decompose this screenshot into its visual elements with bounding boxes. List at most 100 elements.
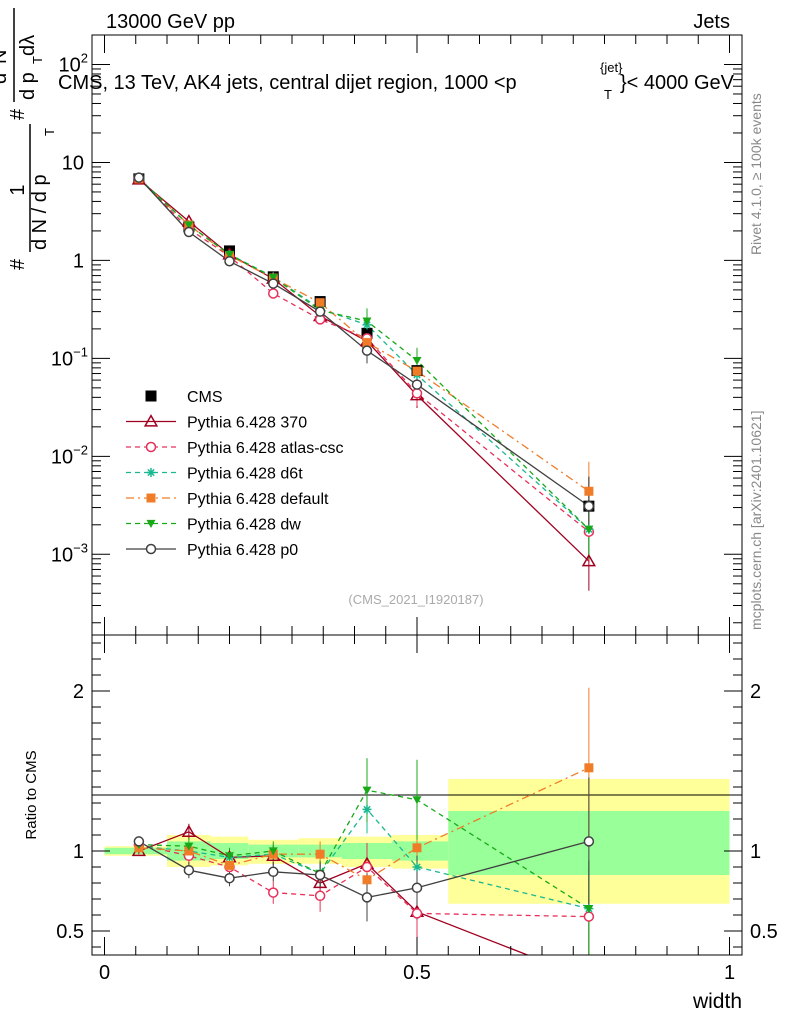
ratio-point-5-5 <box>361 892 373 903</box>
ratio-point-5-0 <box>133 836 145 847</box>
main-point-6-6 <box>411 379 423 390</box>
header-right: Jets <box>693 11 730 33</box>
y-label-hash2: # <box>7 108 29 120</box>
ratio-point-3-1 <box>184 846 194 856</box>
ratio-line-5 <box>138 840 590 899</box>
ratio-point-0-1 <box>181 824 197 837</box>
ytick-exp: −1 <box>73 344 88 359</box>
ratio-point-5-3 <box>268 866 279 878</box>
legend-label-2: Pythia 6.428 atlas-csc <box>187 440 344 457</box>
main-point-6-3 <box>268 278 279 289</box>
y-label-num2: d <box>0 73 11 84</box>
ratio-point-3-7 <box>584 763 594 773</box>
main-point-5-1 <box>184 221 194 230</box>
main-point-2-6 <box>411 388 423 399</box>
y-label-den2-sub: T <box>30 56 45 64</box>
ratio-line-4 <box>138 789 590 910</box>
ratio-point-1-3 <box>268 887 279 898</box>
legend-label-1: Pythia 6.428 370 <box>187 415 307 432</box>
ratio-ytick-label-left: 2 <box>73 681 84 703</box>
ratio-line-0 <box>138 831 530 955</box>
main-point-5-5 <box>362 317 372 326</box>
analysis-watermark: (CMS_2021_I1920187) <box>348 592 483 607</box>
ratio-ytick-label-right: 0.5 <box>750 921 778 943</box>
chart-title: CMS, 13 TeV, AK4 jets, central dijet reg… <box>58 72 517 94</box>
ratio-ytick-label-left: 1 <box>73 841 84 863</box>
main-ytick-label: 10 <box>62 152 84 174</box>
y-label-num1: 1 <box>7 184 29 195</box>
ratio-point-2-5 <box>362 804 372 814</box>
legend-marker-1 <box>143 414 159 427</box>
main-x-ticks <box>104 35 730 635</box>
ratio-point-4-2 <box>225 852 234 861</box>
legend: CMS Pythia 6.428 370 Pythia 6.428 atlas-cs… <box>126 389 344 559</box>
ratio-point-1-5 <box>361 861 373 873</box>
rivet-version-label: Rivet 4.1.0, ≥ 100k events <box>748 93 764 255</box>
ratio-line-1 <box>138 843 589 918</box>
ytick-base: 10 <box>51 446 73 468</box>
main-point-6-4 <box>314 306 326 317</box>
legend-label-0: CMS <box>187 389 223 406</box>
ratio-xtick-label: 0 <box>99 962 110 984</box>
ratio-ytick-label-left: 0.5 <box>56 921 84 943</box>
main-point-4-6 <box>412 366 422 376</box>
ratio-point-0-7 <box>583 973 595 983</box>
ratio-point-5-6 <box>411 882 423 894</box>
ratio-panel: 0.5 0.51 12 2 0 0.5 1 <box>56 634 778 984</box>
ratio-point-5-1 <box>183 864 195 876</box>
chart-title-tail: }< 4000 GeV <box>620 72 735 94</box>
ratio-point-1-6 <box>411 908 423 919</box>
main-point-1-7 <box>581 553 597 567</box>
main-ytick-label: 1 <box>73 250 84 272</box>
main-point-5-3 <box>268 273 278 282</box>
main-point-5-2 <box>225 250 234 259</box>
main-ytick-label: 10−1 <box>51 344 88 370</box>
ratio-ytick-label-right: 1 <box>750 841 761 863</box>
legend-marker-2 <box>145 441 157 453</box>
ratio-point-5-7 <box>583 836 595 847</box>
main-line-6 <box>138 177 590 507</box>
ytick-exp: −2 <box>73 442 88 457</box>
main-point-5-7 <box>584 525 594 534</box>
ratio-point-5-2 <box>224 872 235 884</box>
ratio-point-3-5 <box>362 875 372 885</box>
chart-title-sub: T <box>604 87 612 102</box>
main-ytick-label: 102 <box>59 50 88 76</box>
main-point-6-5 <box>361 345 373 356</box>
legend-marker-3 <box>146 468 156 477</box>
ratio-point-3-6 <box>412 843 422 853</box>
header-left: 13000 GeV pp <box>106 11 235 33</box>
chart-title-main: CMS, 13 TeV, AK4 jets, central dijet reg… <box>58 72 517 94</box>
y-label-den1: d N / d p <box>29 174 51 250</box>
ratio-point-4-6 <box>412 796 422 805</box>
ratio-line-3 <box>138 767 590 881</box>
y-label-num2-tail: N <box>0 50 11 64</box>
ratio-series-markers <box>131 763 595 983</box>
legend-label-5: Pythia 6.428 dw <box>187 517 301 534</box>
y-label-den1-sub: T <box>42 128 57 136</box>
ratio-point-4-1 <box>184 842 194 851</box>
ratio-point-3-4 <box>315 849 325 859</box>
ratio-x-ticks: 0 0.5 1 <box>99 635 735 984</box>
ratio-point-4-3 <box>268 847 278 856</box>
main-point-2-3 <box>268 288 279 299</box>
ratio-line-2 <box>138 808 590 910</box>
main-ytick-label: 10−2 <box>51 442 88 468</box>
main-point-4-4 <box>315 298 325 308</box>
main-point-6-7 <box>583 500 595 512</box>
ratio-y-axis-label: Ratio to CMS <box>23 750 40 839</box>
ratio-point-4-5 <box>362 786 372 795</box>
ratio-xtick-label: 0.5 <box>403 962 431 984</box>
ratio-point-0-4 <box>312 875 328 889</box>
legend-marker-4 <box>146 493 156 503</box>
main-point-4-5 <box>362 338 372 348</box>
legend-marker-6 <box>145 543 157 555</box>
ratio-point-5-4 <box>314 869 326 881</box>
ytick-base: 10 <box>51 348 73 370</box>
ytick-base: 10 <box>59 54 81 76</box>
main-point-6-1 <box>183 226 195 238</box>
ratio-point-2-6 <box>412 862 422 872</box>
mcplots-label: mcplots.cern.ch [arXiv:2401.10621] <box>748 411 764 630</box>
